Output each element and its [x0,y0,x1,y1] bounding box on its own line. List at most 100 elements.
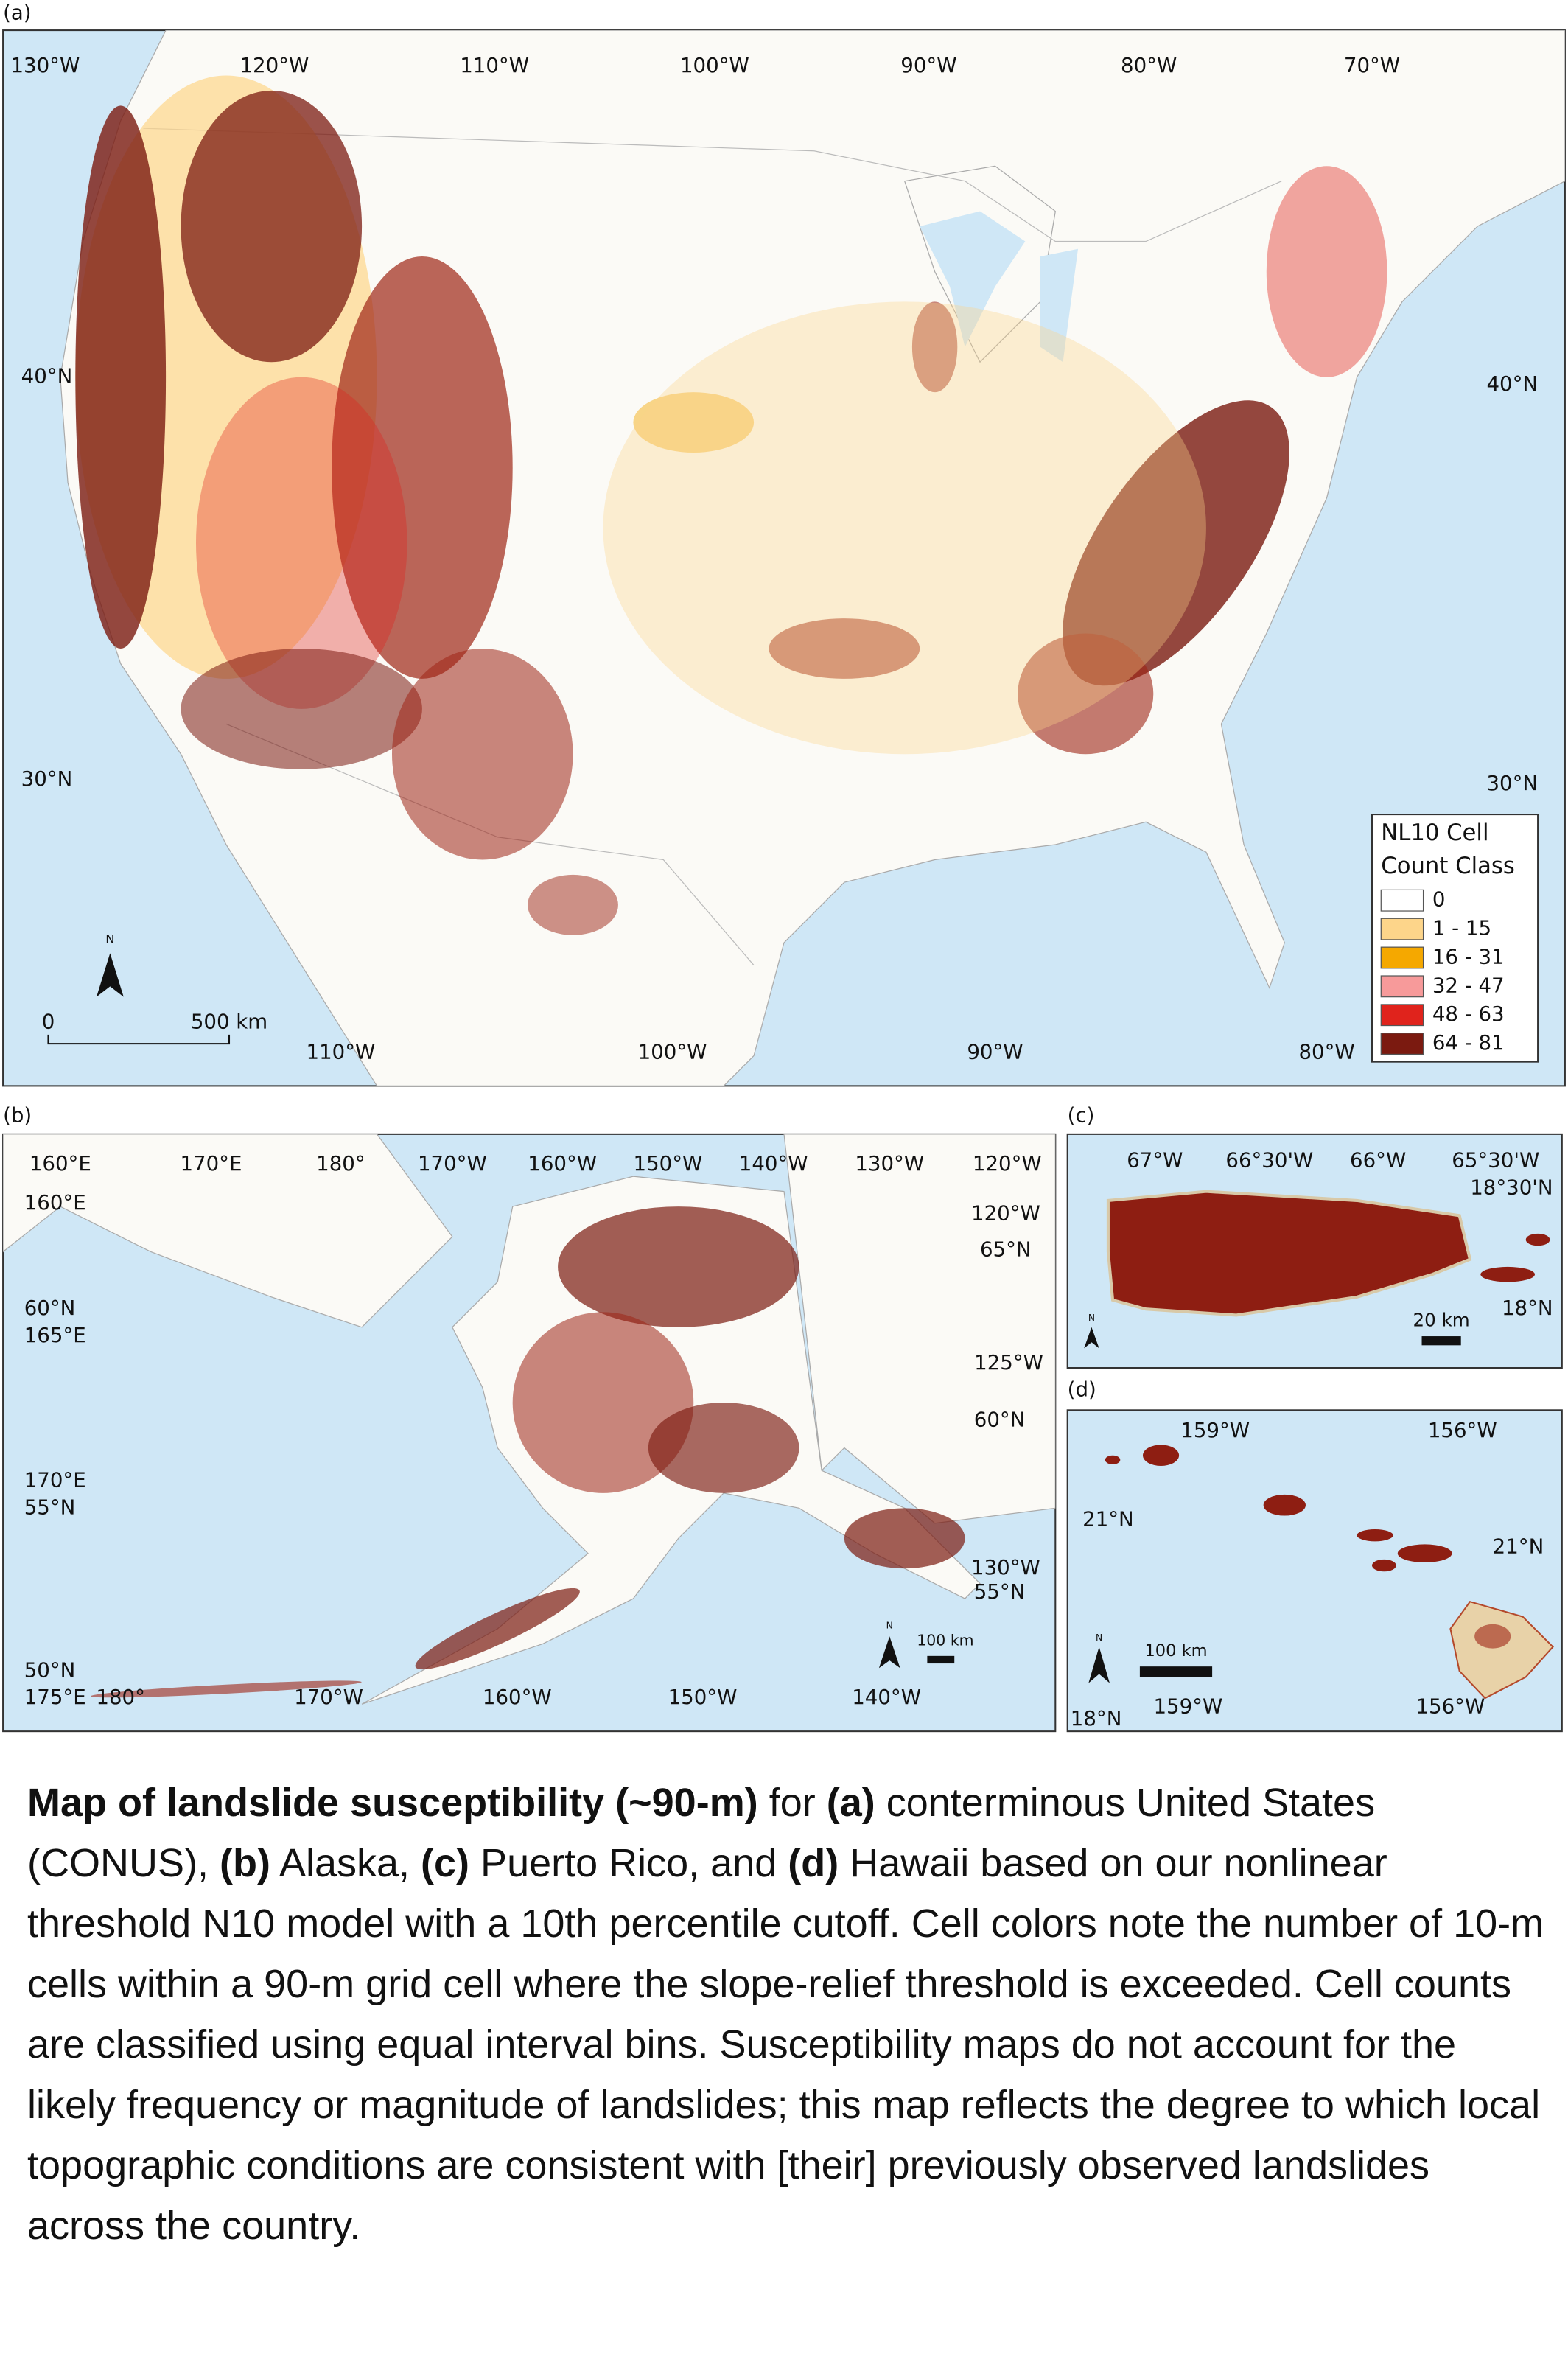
north-arrow [878,1636,900,1669]
caption-bold: (c) [421,1841,470,1885]
lake [920,211,1026,347]
legend-items: 0 1 - 15 16 - 31 32 - 47 48 - 63 64 - 81 [1380,887,1505,1055]
coord-label: 120°W [971,1201,1040,1225]
lon-label: 120°W [239,53,309,77]
coord-label: 60°N [24,1296,76,1320]
figure: (a) 130°W 120°W 110°W 100°W 90°W 80°W 70… [2,1,1566,1733]
lon-label: 159°W [1180,1418,1250,1442]
island [1480,1266,1535,1282]
lon-label: 100°W [680,53,749,77]
legend-swatch [1380,889,1424,912]
lon-label: 140°W [852,1685,921,1709]
island-detail [1474,1624,1511,1649]
panel-label: (a) [3,1,31,25]
legend-title: NL10 Cell [1381,820,1488,846]
lon-label: 110°W [307,1039,376,1064]
coord-label: 60°N [974,1408,1026,1432]
island [1525,1233,1550,1246]
coord-label: 160°E [24,1190,86,1215]
lon-label: 150°W [668,1685,738,1709]
panel-label: (b) [3,1103,32,1127]
north-label: N [1088,1313,1095,1323]
legend-swatch [1380,1033,1424,1055]
island [1372,1559,1396,1572]
caption-text: Puerto Rico, and [469,1841,788,1885]
caption-text: conterminous United States (CONUS), [27,1781,1376,1885]
lon-label: 156°W [1415,1694,1485,1718]
legend-label: 16 - 31 [1432,944,1505,968]
lat-label: 21°N [1082,1507,1134,1532]
legend-label: 32 - 47 [1432,973,1505,997]
alaska-map [3,1134,1056,1705]
lon-label: 67°W [1127,1148,1183,1173]
lon-label: 130°W [855,1151,924,1176]
caption-text: for [757,1781,827,1825]
legend-label: 64 - 81 [1432,1030,1505,1055]
lon-label: 90°W [967,1039,1023,1064]
caption-text: Alaska, [270,1841,421,1885]
scale-label: 20 km [1413,1310,1470,1331]
legend-swatch [1380,918,1424,940]
lon-label: 160°W [483,1685,552,1709]
lon-label: 160°W [528,1151,597,1176]
scale-label: 500 km [191,1009,267,1033]
lat-label: 18°N [1071,1706,1122,1730]
island [1105,1455,1121,1464]
legend-label: 48 - 63 [1432,1002,1505,1026]
conus-map [60,30,1565,1086]
lon-label: 66°W [1350,1148,1406,1173]
lon-label: 100°W [638,1039,707,1064]
puerto-rico [1106,1190,1472,1317]
coord-label: 175°E [24,1685,86,1709]
susceptibility [91,1206,965,1698]
lat-label: 21°N [1493,1534,1544,1559]
lon-label: 170°E [180,1151,242,1176]
legend-swatch [1380,975,1424,998]
lon-label: 110°W [460,53,529,77]
lon-label: 130°W [10,53,80,77]
lon-label: 156°W [1428,1418,1497,1442]
lat-label: 30°N [21,766,73,791]
land [783,1134,1056,1524]
island [1397,1544,1452,1562]
coord-label: 130°W [971,1555,1040,1579]
legend-swatch [1380,946,1424,969]
caption: Map of landslide susceptibility (~90-m) … [27,1773,1545,2256]
north-label: N [1096,1632,1102,1643]
island [1142,1445,1180,1467]
lat-label: 40°N [1486,371,1538,396]
lon-label: 65°30'W [1452,1148,1539,1173]
lake [1040,248,1078,363]
coord-label: 55°N [24,1495,76,1519]
lon-label: 170°W [418,1151,487,1176]
legend-label: 0 [1432,887,1446,912]
susceptibility [75,75,1387,935]
lon-label: 140°W [739,1151,808,1176]
lon-label: 80°W [1121,53,1177,77]
scale-bar [47,1034,231,1045]
lon-label: 150°W [634,1151,703,1176]
north-label: N [105,932,114,946]
caption-text: Hawaii based on our nonlinear threshold … [27,1841,1544,2248]
island [1449,1600,1554,1700]
legend-label: 1 - 15 [1432,916,1491,940]
coord-label: 165°E [24,1323,86,1347]
lon-label: 180° [96,1685,145,1709]
lon-label: 70°W [1344,53,1400,77]
coord-label: 125°W [974,1350,1043,1375]
north-arrow [1084,1327,1099,1349]
lon-label: 160°E [29,1151,91,1176]
scale-label: 100 km [1144,1641,1207,1660]
puerto-rico-map [1106,1190,1550,1317]
caption-bold: (b) [219,1841,270,1885]
scale-label: 0 [42,1009,55,1033]
coord-label: 55°N [974,1579,1026,1604]
lat-label: 18°N [1502,1296,1553,1320]
lon-label: 120°W [973,1151,1042,1176]
lon-label: 80°W [1298,1039,1354,1064]
land [3,1134,453,1328]
caption-bold: (a) [826,1781,875,1825]
border [225,723,755,966]
north-arrow [96,953,124,997]
